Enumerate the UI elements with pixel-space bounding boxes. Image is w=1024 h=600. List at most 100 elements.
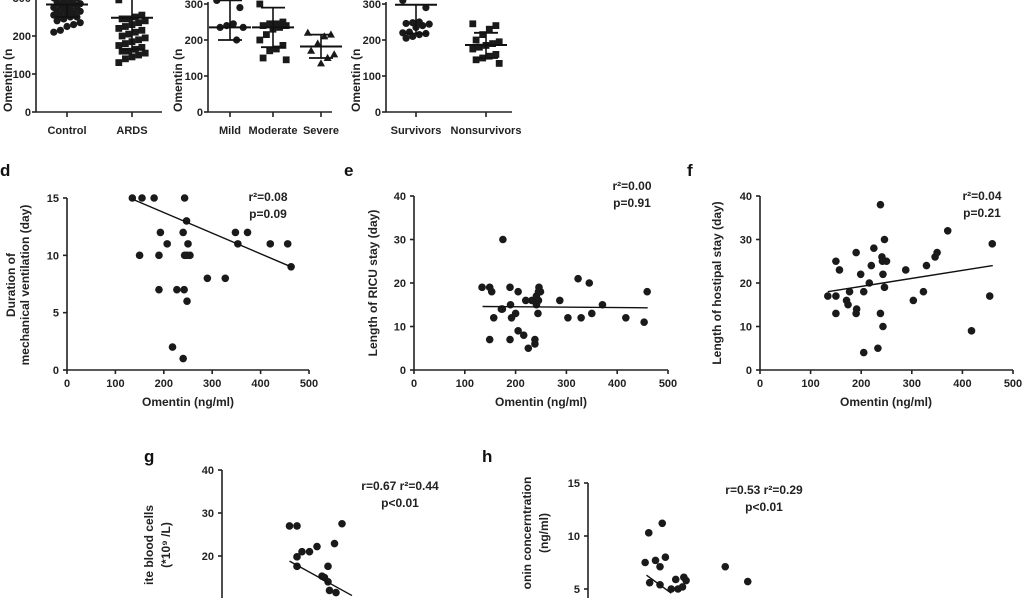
data-point (179, 354, 187, 363)
panel-label: h (482, 447, 492, 466)
data-point (305, 547, 314, 556)
y-axis-label: (ng/ml) (537, 513, 551, 553)
data-point (141, 17, 149, 25)
data-point (399, 29, 407, 37)
data-point (155, 285, 163, 294)
data-point (876, 309, 885, 318)
data-point (585, 279, 594, 287)
regression-line (289, 560, 353, 597)
data-point (478, 283, 486, 292)
y-axis-label: Length of RICU stay (day) (366, 210, 380, 357)
data-point (577, 314, 585, 322)
data-point (845, 287, 854, 296)
stats-annotation: r²=0.04 (962, 189, 1001, 203)
data-point (574, 274, 582, 283)
data-point (852, 305, 861, 313)
data-point (824, 292, 832, 300)
x-tick-label: 500 (1004, 378, 1022, 390)
x-tick-label: 300 (203, 378, 221, 390)
data-point (115, 0, 123, 4)
chart-panel-h: h 5 10 15 onin concerntration (ng/ml) r=0.53 r… (482, 447, 803, 598)
data-point (519, 331, 528, 340)
y-tick-label: 0 (375, 107, 381, 119)
data-point (511, 309, 520, 318)
y-axis-label: (*10⁹ /L) (159, 522, 173, 568)
y-tick-label: 100 (185, 71, 203, 83)
data-point (138, 26, 146, 34)
y-tick-label: 10 (568, 531, 580, 543)
y-tick-label: 10 (740, 322, 752, 334)
x-tick-label: 200 (155, 378, 173, 390)
data-point (641, 558, 649, 567)
y-axis-label: Omentin (n (1, 49, 15, 112)
x-tick-label: Mild (219, 125, 241, 137)
data-point (282, 22, 290, 29)
data-point (266, 47, 274, 55)
y-tick-label: 200 (185, 35, 203, 47)
data-point (325, 586, 334, 595)
data-point (880, 235, 889, 244)
y-axis-label: mechanical ventilation (day) (18, 205, 32, 366)
y-tick-label: 300 (185, 0, 203, 11)
data-point (231, 228, 240, 237)
data-point (879, 322, 887, 331)
data-point (656, 562, 664, 571)
data-point (150, 194, 158, 202)
y-tick-label: 15 (568, 478, 580, 490)
y-tick-label: 20 (394, 278, 406, 290)
y-axis-label: Omentin (n (171, 49, 185, 112)
data-point (263, 31, 270, 38)
data-point (524, 344, 533, 353)
data-point (279, 42, 287, 49)
data-point (876, 200, 885, 209)
data-point (485, 25, 493, 33)
data-point (492, 51, 500, 58)
data-point (76, 7, 84, 15)
data-point (180, 194, 189, 202)
data-point (317, 59, 325, 67)
data-point (476, 43, 483, 51)
data-point (266, 20, 274, 28)
data-point (179, 228, 187, 237)
data-point (856, 270, 865, 279)
data-point (514, 287, 522, 296)
data-point (844, 300, 852, 309)
y-tick-label: 10 (394, 322, 406, 334)
data-point (138, 44, 146, 51)
data-point (63, 22, 71, 31)
data-point (485, 52, 493, 60)
y-tick-label: 20 (202, 551, 214, 563)
data-point (721, 562, 730, 571)
data-point (880, 283, 889, 292)
data-point (259, 54, 267, 62)
data-point (409, 32, 417, 41)
y-tick-label: 0 (400, 365, 406, 377)
x-axis-label: Omentin (ng/ml) (840, 395, 932, 409)
data-point (184, 240, 192, 248)
chart-panel-d: d 0 100 200 300 400 500 0 5 10 15 Duration of mechan… (0, 161, 318, 409)
panel-label: d (0, 161, 10, 180)
data-point (832, 292, 840, 300)
data-point (485, 335, 494, 344)
data-point (472, 36, 480, 44)
data-point (743, 577, 752, 586)
data-point (168, 343, 177, 351)
data-point (141, 34, 149, 42)
data-point (622, 314, 630, 322)
data-point (298, 547, 306, 556)
y-axis-label: ite blood cells (142, 505, 156, 585)
data-point (469, 45, 477, 53)
data-point (128, 53, 136, 61)
data-point (832, 257, 840, 266)
x-tick-label: Severe (303, 125, 339, 137)
data-point (285, 522, 294, 530)
data-point (402, 34, 410, 42)
data-point (173, 285, 181, 294)
y-tick-label: 40 (394, 191, 406, 203)
data-point (640, 318, 648, 326)
y-tick-label: 15 (47, 193, 59, 205)
x-tick-label: 400 (953, 378, 971, 390)
data-point (118, 15, 126, 23)
data-point (555, 296, 564, 305)
x-tick-label: 0 (411, 378, 417, 390)
